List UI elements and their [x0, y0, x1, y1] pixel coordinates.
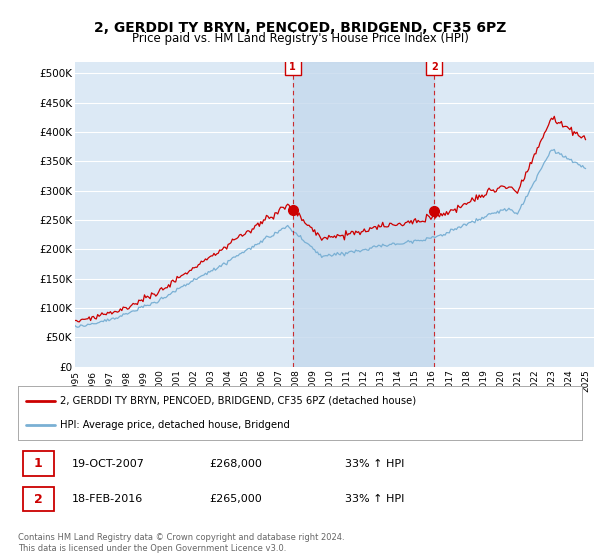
Text: 1: 1: [289, 63, 296, 72]
FancyBboxPatch shape: [23, 451, 53, 475]
Bar: [293, 62, 434, 367]
Text: 33% ↑ HPI: 33% ↑ HPI: [345, 459, 404, 469]
Text: Contains HM Land Registry data © Crown copyright and database right 2024.: Contains HM Land Registry data © Crown c…: [18, 533, 344, 542]
Text: 2: 2: [431, 63, 438, 72]
Text: £268,000: £268,000: [210, 459, 263, 469]
Text: £265,000: £265,000: [210, 494, 263, 504]
FancyBboxPatch shape: [23, 487, 53, 511]
Text: 33% ↑ HPI: 33% ↑ HPI: [345, 494, 404, 504]
Text: 18-FEB-2016: 18-FEB-2016: [71, 494, 143, 504]
Text: 2, GERDDI TY BRYN, PENCOED, BRIDGEND, CF35 6PZ: 2, GERDDI TY BRYN, PENCOED, BRIDGEND, CF…: [94, 21, 506, 35]
Text: Price paid vs. HM Land Registry's House Price Index (HPI): Price paid vs. HM Land Registry's House …: [131, 32, 469, 45]
Text: HPI: Average price, detached house, Bridgend: HPI: Average price, detached house, Brid…: [60, 420, 290, 430]
Text: This data is licensed under the Open Government Licence v3.0.: This data is licensed under the Open Gov…: [18, 544, 286, 553]
Text: 1: 1: [34, 457, 43, 470]
Text: 19-OCT-2007: 19-OCT-2007: [71, 459, 145, 469]
Text: 2, GERDDI TY BRYN, PENCOED, BRIDGEND, CF35 6PZ (detached house): 2, GERDDI TY BRYN, PENCOED, BRIDGEND, CF…: [60, 396, 416, 406]
Text: 2: 2: [34, 493, 43, 506]
